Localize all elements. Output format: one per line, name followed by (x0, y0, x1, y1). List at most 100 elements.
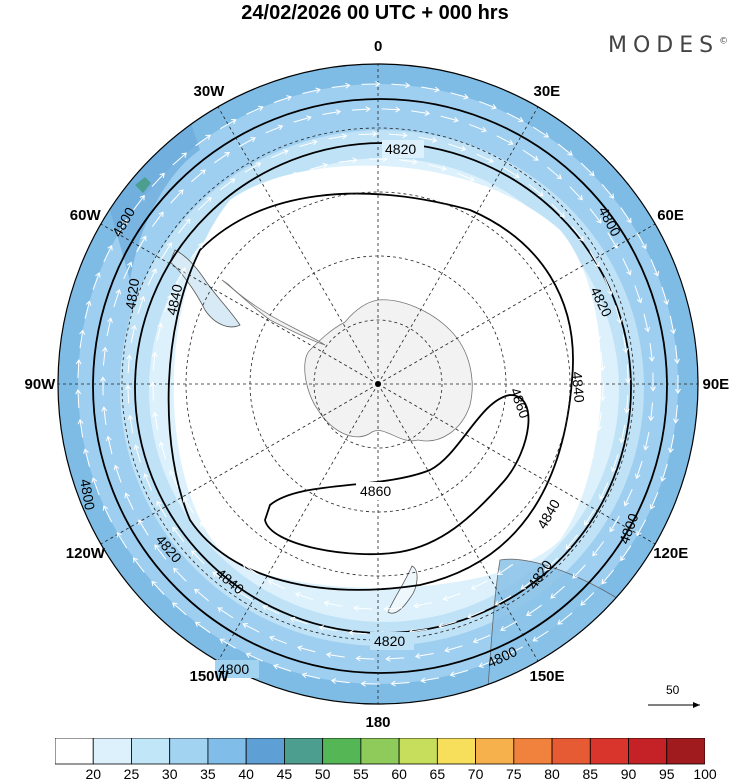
wind-vector (414, 652, 434, 659)
wind-vector (84, 300, 92, 319)
contour-4800 (92, 98, 668, 674)
wind-vector (584, 294, 593, 313)
colorbar-tick-label: 60 (391, 766, 407, 782)
wind-vector (532, 630, 549, 642)
wind-vector (669, 315, 676, 335)
wind-vector (92, 272, 101, 291)
wind-vector (103, 244, 113, 263)
colorbar-tick-label: 70 (467, 766, 484, 782)
wind-vector (330, 678, 350, 684)
wind-vector (172, 526, 185, 542)
wind-vector (267, 579, 285, 590)
colorbar-swatch (360, 738, 400, 765)
wind-vector (269, 635, 287, 645)
colorbar-swatch (666, 738, 705, 765)
wind-vector (178, 218, 191, 234)
wind-vector (648, 402, 655, 422)
wind-vector (650, 372, 656, 392)
wind-vector (440, 115, 459, 123)
wind-vector (143, 473, 153, 491)
wind-vector (620, 545, 632, 562)
wind-vector (589, 250, 600, 268)
wind-vector (643, 431, 650, 451)
wind-vector (421, 86, 440, 93)
contour-label-4800-lower-left: 4800 (77, 478, 98, 512)
wind-vector (209, 220, 224, 235)
wind-vector (543, 521, 557, 537)
colorbar-tick-label: 35 (200, 766, 216, 782)
wind-vector (273, 95, 292, 103)
wind-vector (293, 115, 312, 123)
wind-vector (571, 226, 584, 242)
wind-vector (442, 593, 461, 601)
wind-vector (79, 329, 86, 349)
wind-vector (116, 531, 128, 549)
meridian-line (217, 106, 379, 385)
wind-vector (411, 110, 431, 116)
wind-vector (572, 564, 586, 579)
wind-vector (353, 605, 373, 612)
wind-vector (599, 352, 606, 372)
wind-vector (444, 645, 463, 653)
wind-vector (124, 492, 134, 510)
wind-vector (358, 131, 378, 137)
wind-vector (100, 376, 106, 396)
wind-vector (634, 460, 643, 480)
meridian-line (217, 383, 379, 662)
wind-vector (615, 305, 623, 324)
meridian-line (377, 383, 656, 545)
wind-vector (183, 496, 194, 514)
wind-vector (636, 232, 647, 250)
wind-vector (660, 463, 668, 482)
wind-vector (497, 563, 514, 576)
wind-vector (428, 164, 447, 172)
wind-vector (503, 167, 520, 178)
wind-vector (623, 394, 630, 414)
wind-vector (599, 382, 606, 402)
colorbar-swatch (628, 738, 668, 765)
wind-vector (219, 638, 237, 649)
wind-vector (478, 659, 497, 668)
meridian-line (377, 383, 539, 662)
wind-vector (484, 185, 502, 196)
wind-vector (170, 189, 184, 204)
wind-vector (130, 324, 137, 344)
wind-vector (625, 364, 631, 384)
colorbar-swatch (207, 738, 247, 765)
wind-vector (242, 563, 259, 576)
wind-vector (648, 342, 655, 362)
wind-vector (271, 149, 289, 159)
wind-vector (172, 152, 187, 166)
wind-vector (521, 544, 537, 558)
contour-label-4820-left: 4820 (122, 277, 142, 310)
wind-vector (601, 183, 615, 199)
colorbar-tick-label: 45 (276, 766, 293, 782)
colorbar-swatch (55, 738, 94, 765)
wind-vector (199, 521, 213, 537)
colorbar-swatch (92, 738, 132, 765)
wind-vector (584, 509, 595, 526)
wind-vector (634, 285, 643, 304)
wind-vector (154, 544, 167, 560)
wind-vector (325, 652, 345, 658)
wind-vector (650, 258, 660, 277)
wind-vector (151, 172, 165, 187)
colorbar-tick-label: 80 (544, 766, 560, 782)
wind-vector (289, 616, 308, 625)
wind-vector (125, 384, 131, 404)
wind-vector (610, 454, 619, 473)
wind-vector (309, 162, 328, 170)
wind-vector (494, 595, 512, 606)
wind-vector (661, 286, 670, 306)
wind-vector (150, 381, 156, 401)
wind-vector (520, 577, 536, 590)
wind-vector (528, 184, 544, 197)
wind-vector (299, 139, 318, 147)
wind-vector (438, 621, 457, 629)
lon-90w-label: 90W (24, 375, 56, 393)
lon-30w-label: 30W (193, 82, 225, 100)
wind-vector (169, 469, 179, 488)
wind-vector (161, 242, 172, 259)
wind-vector (158, 441, 167, 460)
contour-label-4820-top: 4820 (385, 141, 416, 157)
